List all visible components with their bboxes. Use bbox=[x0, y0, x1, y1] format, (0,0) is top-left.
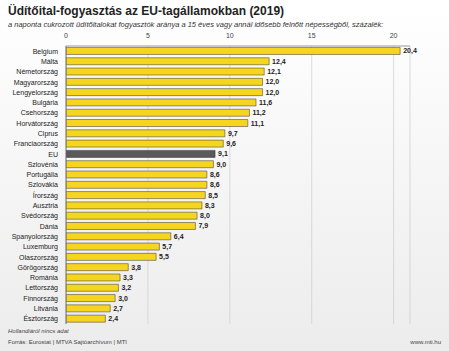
svg-text:Szlovénia: Szlovénia bbox=[28, 161, 58, 168]
svg-text:15: 15 bbox=[308, 32, 316, 39]
svg-text:2,4: 2,4 bbox=[108, 315, 118, 323]
svg-text:Lettország: Lettország bbox=[25, 284, 58, 292]
svg-text:Litvánia: Litvánia bbox=[34, 305, 58, 312]
svg-text:Svédország: Svédország bbox=[21, 212, 58, 220]
svg-text:9,6: 9,6 bbox=[226, 140, 236, 148]
svg-text:3,8: 3,8 bbox=[131, 264, 141, 272]
svg-text:5,5: 5,5 bbox=[159, 253, 169, 261]
html-text:Üdítőital-fogyasztás az EU-tag: Üdítőital-fogyasztás az EU-tagállamokban… bbox=[8, 4, 285, 18]
svg-text:11,1: 11,1 bbox=[251, 120, 264, 128]
svg-text:Luxemburg: Luxemburg bbox=[23, 243, 58, 251]
svg-text:12,1: 12,1 bbox=[267, 68, 281, 76]
svg-text:7,9: 7,9 bbox=[198, 222, 208, 230]
svg-text:2,7: 2,7 bbox=[113, 305, 123, 313]
svg-text:9,1: 9,1 bbox=[218, 150, 228, 158]
svg-text:Észtország: Észtország bbox=[23, 314, 58, 323]
svg-text:0: 0 bbox=[64, 32, 68, 39]
svg-text:11,2: 11,2 bbox=[252, 109, 265, 117]
svg-text:3,2: 3,2 bbox=[121, 284, 131, 292]
svg-text:Németország: Németország bbox=[16, 68, 58, 76]
svg-text:Belgium: Belgium bbox=[33, 48, 58, 56]
svg-text:Bulgária: Bulgária bbox=[32, 99, 58, 107]
svg-text:Finnország: Finnország bbox=[23, 295, 58, 303]
svg-text:20: 20 bbox=[390, 32, 398, 39]
svg-text:8,5: 8,5 bbox=[208, 192, 218, 200]
svg-text:Ausztria: Ausztria bbox=[33, 202, 58, 209]
svg-text:5: 5 bbox=[146, 32, 150, 39]
svg-text:Írország: Írország bbox=[33, 191, 58, 200]
svg-text:20,4: 20,4 bbox=[403, 47, 417, 55]
svg-text:Olaszország: Olaszország bbox=[19, 254, 58, 262]
svg-text:5,7: 5,7 bbox=[162, 243, 172, 251]
svg-text:12,4: 12,4 bbox=[272, 58, 286, 66]
svg-text:12,0: 12,0 bbox=[266, 78, 280, 86]
svg-text:3,3: 3,3 bbox=[123, 274, 133, 282]
svg-text:12,0: 12,0 bbox=[266, 89, 280, 97]
svg-text:8,0: 8,0 bbox=[200, 212, 210, 220]
svg-text:Portugália: Portugália bbox=[26, 171, 58, 179]
svg-text:9,7: 9,7 bbox=[228, 130, 238, 138]
svg-text:Dánia: Dánia bbox=[40, 223, 58, 230]
svg-text:Románia: Románia bbox=[30, 274, 58, 281]
html-text:www.mti.hu: www.mti.hu bbox=[410, 339, 441, 345]
svg-text:8,3: 8,3 bbox=[205, 202, 215, 210]
svg-text:Csehország: Csehország bbox=[21, 109, 58, 117]
svg-text:Ciprus: Ciprus bbox=[38, 130, 59, 138]
html-text:a naponta cukrozott üdítőitalo: a naponta cukrozott üdítőitalokat fogyas… bbox=[8, 20, 384, 29]
svg-text:11,6: 11,6 bbox=[259, 99, 272, 107]
svg-text:Franciaország: Franciaország bbox=[14, 140, 58, 148]
svg-text:Horvátország: Horvátország bbox=[16, 120, 58, 128]
html-text:Hollandiáról nincs adat: Hollandiáról nincs adat bbox=[8, 328, 69, 334]
svg-text:Magyarország: Magyarország bbox=[14, 79, 58, 87]
svg-text:9,0: 9,0 bbox=[216, 161, 226, 169]
svg-text:10: 10 bbox=[226, 32, 234, 39]
svg-text:Görögország: Görögország bbox=[18, 264, 59, 272]
svg-text:6,4: 6,4 bbox=[174, 233, 184, 241]
svg-text:3,0: 3,0 bbox=[118, 295, 128, 303]
html-text:Forrás: Eurostat | MTVA Sajtóa: Forrás: Eurostat | MTVA Sajtóarchívum | … bbox=[8, 339, 127, 345]
svg-text:EU: EU bbox=[48, 151, 58, 158]
svg-text:8,6: 8,6 bbox=[210, 181, 220, 189]
svg-text:8,6: 8,6 bbox=[210, 171, 220, 179]
svg-text:Lengyelország: Lengyelország bbox=[12, 89, 58, 97]
svg-text:Szlovákia: Szlovákia bbox=[28, 181, 58, 188]
svg-text:Málta: Málta bbox=[41, 58, 58, 65]
svg-text:Spanyolország: Spanyolország bbox=[12, 233, 58, 241]
